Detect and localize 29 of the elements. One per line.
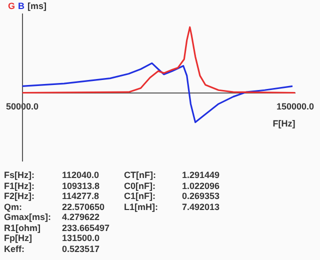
text: C1[nF]: (124, 191, 156, 202)
x-tick-label: 150000.0 (276, 102, 314, 112)
text: F1[Hz]: (4, 180, 36, 191)
text: 112040.0 (62, 170, 100, 180)
text: C0[nF]: (124, 180, 156, 191)
text: 114277.8 (62, 191, 100, 202)
text: 131500.0 (62, 233, 101, 244)
text: CT[nF]: (124, 170, 157, 180)
text: B (18, 1, 25, 11)
y-axis-title: [ms] (28, 1, 47, 11)
text: 1.022096 (182, 180, 221, 191)
text: Fp[Hz] (4, 233, 33, 244)
text: L1[mH]: (124, 202, 159, 212)
text: 4.279622 (62, 212, 101, 222)
text: Qm: (4, 202, 23, 212)
text: R1[ohm] (4, 222, 42, 233)
text: 109313.8 (62, 180, 101, 191)
text: 0.269353 (182, 191, 221, 202)
text: G (8, 1, 16, 11)
text: 0.523517 (62, 244, 101, 254)
text: F2[Hz]: (4, 191, 36, 202)
text: 1.291449 (182, 170, 221, 180)
x-axis-title: F[Hz] (272, 118, 296, 128)
text: 22.570650 (62, 202, 106, 212)
text: Gmax[ms]: (4, 212, 52, 222)
text: 233.665497 (62, 222, 111, 233)
text: 7.492013 (182, 202, 221, 212)
text: Fs[Hz]: (4, 170, 36, 180)
text: Keff: (4, 244, 26, 254)
